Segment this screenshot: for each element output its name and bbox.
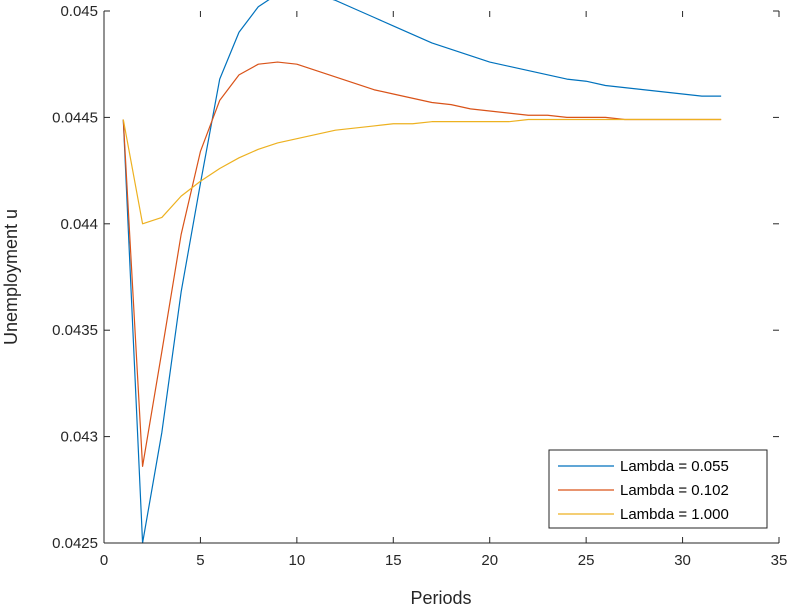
series-line-3 xyxy=(122,118,722,225)
y-tick-label: 0.045 xyxy=(60,3,98,20)
x-tick-label: 15 xyxy=(385,552,402,569)
x-tick-label: 35 xyxy=(771,552,788,569)
x-ticks: 0 5 10 15 20 25 30 35 xyxy=(100,11,788,569)
y-tick-label: 0.044 xyxy=(60,216,98,233)
y-tick-label: 0.0435 xyxy=(52,322,98,339)
y-ticks: 0.0425 0.043 0.0435 0.044 0.0445 0.045 xyxy=(52,3,779,552)
series-line-1 xyxy=(122,0,722,544)
x-tick-label: 5 xyxy=(196,552,204,569)
legend-box xyxy=(548,449,768,529)
axes-layer xyxy=(103,11,779,544)
x-tick-label: 20 xyxy=(481,552,498,569)
x-tick-label: 30 xyxy=(674,552,691,569)
y-tick-label: 0.0445 xyxy=(52,109,98,126)
x-axis-title: Periods xyxy=(410,588,471,608)
y-tick-label: 0.043 xyxy=(60,429,98,446)
x-tick-label: 25 xyxy=(578,552,595,569)
legend: Lambda = 0.055 Lambda = 0.102 Lambda = 1.0… xyxy=(548,449,768,529)
legend-label-2: Lambda = 0.102 xyxy=(620,482,729,499)
series-layer xyxy=(122,0,722,544)
y-tick-label: 0.0425 xyxy=(52,535,98,552)
y-axis-title: Unemployment u xyxy=(1,209,21,345)
x-tick-label: 10 xyxy=(289,552,306,569)
legend-label-3: Lambda = 1.000 xyxy=(620,506,729,523)
x-tick-label: 0 xyxy=(100,552,108,569)
legend-label-1: Lambda = 0.055 xyxy=(620,458,729,475)
